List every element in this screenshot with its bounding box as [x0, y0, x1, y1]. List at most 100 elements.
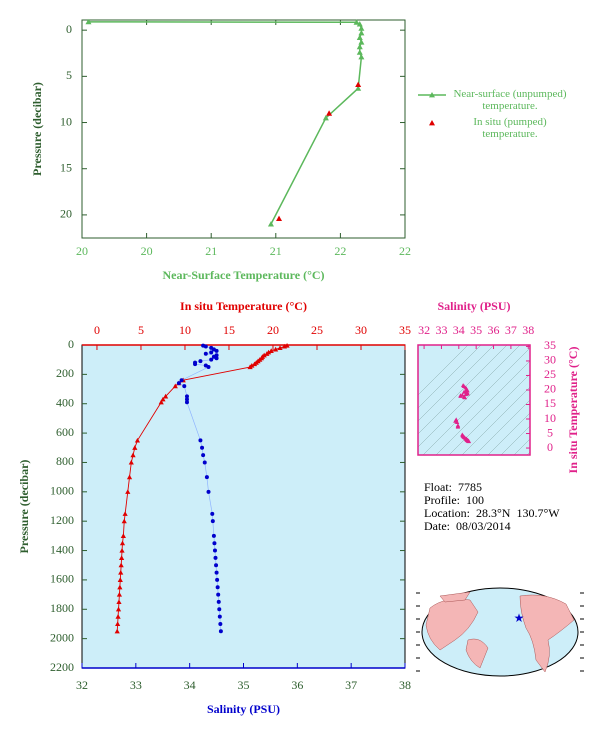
x2-tick-label: 15: [223, 323, 235, 337]
plot-background: [418, 345, 530, 455]
data-point: [117, 577, 123, 582]
data-point: [210, 519, 215, 524]
contour: [418, 345, 508, 435]
y-tick-label: 400: [56, 395, 74, 409]
data-point: [85, 18, 92, 25]
plot-frame: [417, 344, 531, 456]
y-tick-label: 30: [544, 353, 556, 367]
y-tick-label: 1200: [50, 513, 74, 527]
data-point: [182, 384, 187, 389]
ts-point: [463, 392, 468, 397]
data-point: [358, 25, 365, 31]
data-point: [179, 378, 184, 383]
contour: [487, 412, 530, 455]
x2-tick-label: 35: [399, 323, 411, 337]
x-tick-label: 36: [488, 323, 500, 337]
y-tick-label: 15: [60, 160, 72, 174]
y-tick-label: 10: [60, 114, 72, 128]
x-tick-label: 34: [453, 323, 465, 337]
data-point: [206, 489, 211, 494]
data-point: [172, 383, 178, 389]
data-point: [210, 511, 215, 516]
y-tick-label: 1800: [50, 601, 74, 615]
y-tick-label: 0: [68, 337, 74, 351]
data-point: [115, 614, 121, 619]
y-tick-label: 200: [56, 366, 74, 380]
data-point: [158, 399, 164, 405]
y-tick-label: 2000: [50, 630, 74, 644]
x-tick-label: 34: [184, 678, 196, 692]
data-point: [119, 555, 125, 560]
data-point: [204, 475, 209, 480]
x2-tick-label: 20: [267, 323, 279, 337]
data-point: [358, 29, 365, 36]
data-point: [218, 621, 223, 626]
data-point: [355, 81, 362, 88]
data-point: [216, 592, 221, 597]
data-point: [215, 577, 220, 582]
contour: [448, 373, 530, 455]
data-point: [214, 348, 219, 353]
x-tick-label: 35: [470, 323, 482, 337]
y-axis-label: Pressure (decibar): [30, 82, 44, 176]
contour: [513, 438, 530, 455]
x-tick-label: 33: [130, 678, 142, 692]
data-point: [160, 396, 166, 402]
info-line: Date: 08/03/2014: [424, 519, 511, 533]
data-point: [214, 570, 219, 575]
legend-label: Near-surface (unpumped) temperature.: [453, 88, 567, 112]
data-point: [130, 452, 136, 458]
y-axis-label: In situ Temperature (°C): [566, 347, 580, 474]
x2-tick-label: 30: [355, 323, 367, 337]
y-tick-label: 10: [544, 411, 556, 425]
series-line: [88, 21, 363, 225]
ts-point: [466, 439, 472, 444]
data-point: [128, 459, 134, 465]
data-point: [193, 362, 198, 367]
data-point: [201, 453, 206, 458]
data-point: [203, 344, 208, 349]
data-point: [212, 548, 217, 553]
data-point: [126, 474, 133, 480]
density-contours: [418, 345, 530, 455]
x-tick-label: 21: [205, 244, 217, 258]
x-tick-label: 32: [76, 678, 88, 692]
x-tick-label: 20: [141, 244, 153, 258]
contour: [526, 451, 530, 455]
data-point: [125, 489, 131, 494]
data-point: [119, 547, 125, 553]
x-axis-label: Near-Surface Temperature (°C): [162, 268, 324, 282]
y-tick-label: 2200: [50, 660, 74, 674]
x-tick-label: 35: [238, 678, 250, 692]
x-tick-label: 37: [345, 678, 357, 692]
data-point: [132, 445, 138, 450]
data-point: [355, 85, 362, 91]
data-point: [119, 540, 126, 546]
plot-frame: [81, 19, 406, 239]
data-point: [218, 629, 223, 634]
y-tick-label: 20: [544, 382, 556, 396]
data-point: [184, 397, 189, 402]
x2-tick-label: 0: [94, 323, 100, 337]
data-point: [251, 361, 258, 367]
info-line: Float: 7785: [424, 480, 482, 494]
x-tick-label: 21: [270, 244, 282, 258]
data-point: [276, 215, 283, 222]
data-point: [134, 437, 141, 443]
data-point: [118, 569, 124, 575]
data-point: [114, 628, 120, 634]
ts-point: [461, 389, 467, 394]
y-tick-label: 35: [544, 338, 556, 352]
data-point: [356, 49, 363, 55]
contour: [418, 345, 495, 422]
x-tick-label: 38: [399, 678, 411, 692]
data-point: [117, 584, 123, 590]
contour: [461, 386, 530, 455]
data-point: [326, 110, 333, 116]
y-tick-label: 0: [547, 440, 553, 454]
contour: [418, 345, 521, 448]
plot-background: [81, 344, 406, 669]
data-point: [202, 460, 207, 465]
data-point: [203, 351, 208, 356]
data-point: [209, 350, 214, 355]
